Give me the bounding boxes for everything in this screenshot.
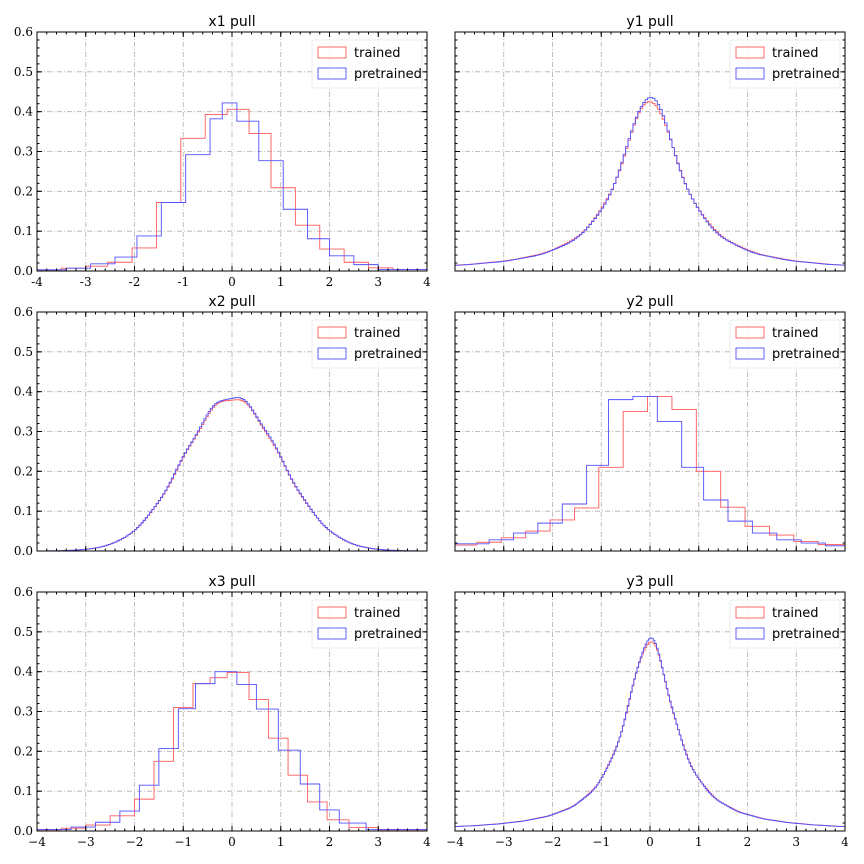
- y-tick-label: 0.6: [14, 585, 33, 599]
- x-tick-label: 2: [326, 835, 334, 849]
- legend-label-trained: trained: [354, 46, 401, 61]
- subplot-title: x1 pull: [208, 14, 255, 30]
- subplot-title: x3 pull: [208, 574, 255, 590]
- y-tick-label: 0.6: [14, 25, 33, 39]
- histogram-pretrained: [36, 102, 428, 271]
- legend: trained pretrained: [729, 599, 841, 649]
- histogram-pretrained: [36, 671, 428, 831]
- legend-label-pretrained: pretrained: [354, 67, 422, 82]
- x-tick-label: −1: [592, 835, 610, 849]
- x-tick-label: −1: [174, 835, 192, 849]
- x-tick-label: −2: [126, 835, 144, 849]
- x-tick-label: −3: [495, 835, 513, 849]
- legend: trained pretrained: [729, 319, 841, 369]
- y-tick-label: 0.0: [14, 544, 33, 558]
- histogram-pretrained: [454, 637, 846, 831]
- y-tick-label: 0.5: [14, 345, 33, 359]
- y-tick-label: 0.3: [14, 145, 33, 159]
- legend: trained pretrained: [311, 39, 423, 89]
- legend: trained pretrained: [311, 599, 423, 649]
- legend: trained pretrained: [311, 319, 423, 369]
- x-tick-label: −2: [544, 835, 562, 849]
- legend-swatch-pretrained: [735, 347, 765, 360]
- y-tick-label: 0.2: [14, 744, 33, 758]
- x-tick-label: 0: [228, 835, 236, 849]
- subplot-title: x2 pull: [208, 294, 255, 310]
- x-tick-label: 3: [792, 835, 800, 849]
- legend-label-trained: trained: [772, 606, 819, 621]
- x-tick-label: 1: [277, 835, 285, 849]
- x-tick-label: 4: [841, 835, 849, 849]
- x-tick-label: -1: [177, 275, 189, 289]
- legend-label-trained: trained: [354, 606, 401, 621]
- legend-swatch-pretrained: [317, 627, 347, 640]
- legend-label-pretrained: pretrained: [772, 627, 840, 642]
- subplot-5: 0.0 0.1 0.2 0.3 0.4 0.5 0.6 −4 −3 −2 −1 0 1 2 3 4 x3 pul…: [14, 574, 431, 849]
- legend-swatch-pretrained: [735, 67, 765, 80]
- x-tick-label: 3: [374, 275, 382, 289]
- legend-swatch-pretrained: [735, 627, 765, 640]
- subplot-title: y1 pull: [626, 14, 673, 30]
- legend-label-pretrained: pretrained: [354, 347, 422, 362]
- y-tick-label: 0.1: [14, 784, 33, 798]
- legend-label-pretrained: pretrained: [772, 347, 840, 362]
- x-tick-label: −4: [28, 835, 46, 849]
- legend-swatch-pretrained: [317, 347, 347, 360]
- y-tick-label: 0.1: [14, 224, 33, 238]
- x-tick-label: -2: [129, 275, 141, 289]
- subplot-title: y3 pull: [626, 574, 673, 590]
- legend-swatch-trained: [317, 46, 347, 59]
- subplot-title: y2 pull: [626, 294, 673, 310]
- legend-label-pretrained: pretrained: [772, 67, 840, 82]
- y-tick-label: 0.6: [14, 305, 33, 319]
- legend-swatch-trained: [317, 606, 347, 619]
- y-tick-label: 0.2: [14, 184, 33, 198]
- x-tick-label: 1: [695, 835, 703, 849]
- subplot-1: 0.0 0.1 0.2 0.3 0.4 0.5 0.6 -4 -3 -2 -1 0 1 2 3 4 x1 pul…: [14, 14, 431, 289]
- legend-swatch-trained: [735, 326, 765, 339]
- subplot-3: 0.0 0.1 0.2 0.3 0.4 0.5 0.6 x2 pull trained pretr…: [14, 294, 428, 558]
- histogram-pretrained: [454, 396, 846, 551]
- legend-label-trained: trained: [772, 326, 819, 341]
- legend-swatch-trained: [735, 606, 765, 619]
- subplot-4: y2 pull trained pretrained: [454, 294, 846, 552]
- legend-label-trained: trained: [354, 326, 401, 341]
- x-tick-label: 3: [374, 835, 382, 849]
- legend-swatch-trained: [735, 46, 765, 59]
- x-tick-label: 4: [423, 275, 431, 289]
- x-tick-label: 0: [228, 275, 236, 289]
- legend: trained pretrained: [729, 39, 841, 89]
- y-tick-label: 0.5: [14, 625, 33, 639]
- histogram-trained: [36, 108, 428, 271]
- y-tick-label: 0.4: [14, 665, 33, 679]
- legend-label-trained: trained: [772, 46, 819, 61]
- legend-swatch-pretrained: [317, 67, 347, 80]
- x-tick-label: -3: [80, 275, 92, 289]
- subplot-2: y1 pull trained pretrained: [454, 14, 846, 272]
- legend-label-pretrained: pretrained: [354, 627, 422, 642]
- x-tick-label: 2: [744, 835, 752, 849]
- x-tick-label: −4: [446, 835, 464, 849]
- y-tick-label: 0.2: [14, 464, 33, 478]
- x-tick-label: -4: [31, 275, 43, 289]
- y-tick-label: 0.4: [14, 385, 33, 399]
- x-tick-label: 4: [423, 835, 431, 849]
- y-tick-label: 0.3: [14, 705, 33, 719]
- histogram-pretrained: [36, 397, 428, 552]
- subplot-6: −4 −3 −2 −1 0 1 2 3 4 y3 pull trained pretrained: [446, 574, 849, 849]
- histogram-pretrained: [454, 97, 846, 271]
- y-tick-label: 0.3: [14, 425, 33, 439]
- x-tick-label: 2: [326, 275, 334, 289]
- y-tick-label: 0.4: [14, 105, 33, 119]
- y-tick-label: 0.0: [14, 264, 33, 278]
- x-tick-label: 1: [277, 275, 285, 289]
- y-tick-label: 0.5: [14, 65, 33, 79]
- y-tick-label: 0.0: [14, 824, 33, 838]
- legend-swatch-trained: [317, 326, 347, 339]
- x-tick-label: −3: [77, 835, 95, 849]
- y-tick-label: 0.1: [14, 504, 33, 518]
- histogram-trained: [36, 672, 428, 831]
- x-tick-label: 0: [646, 835, 654, 849]
